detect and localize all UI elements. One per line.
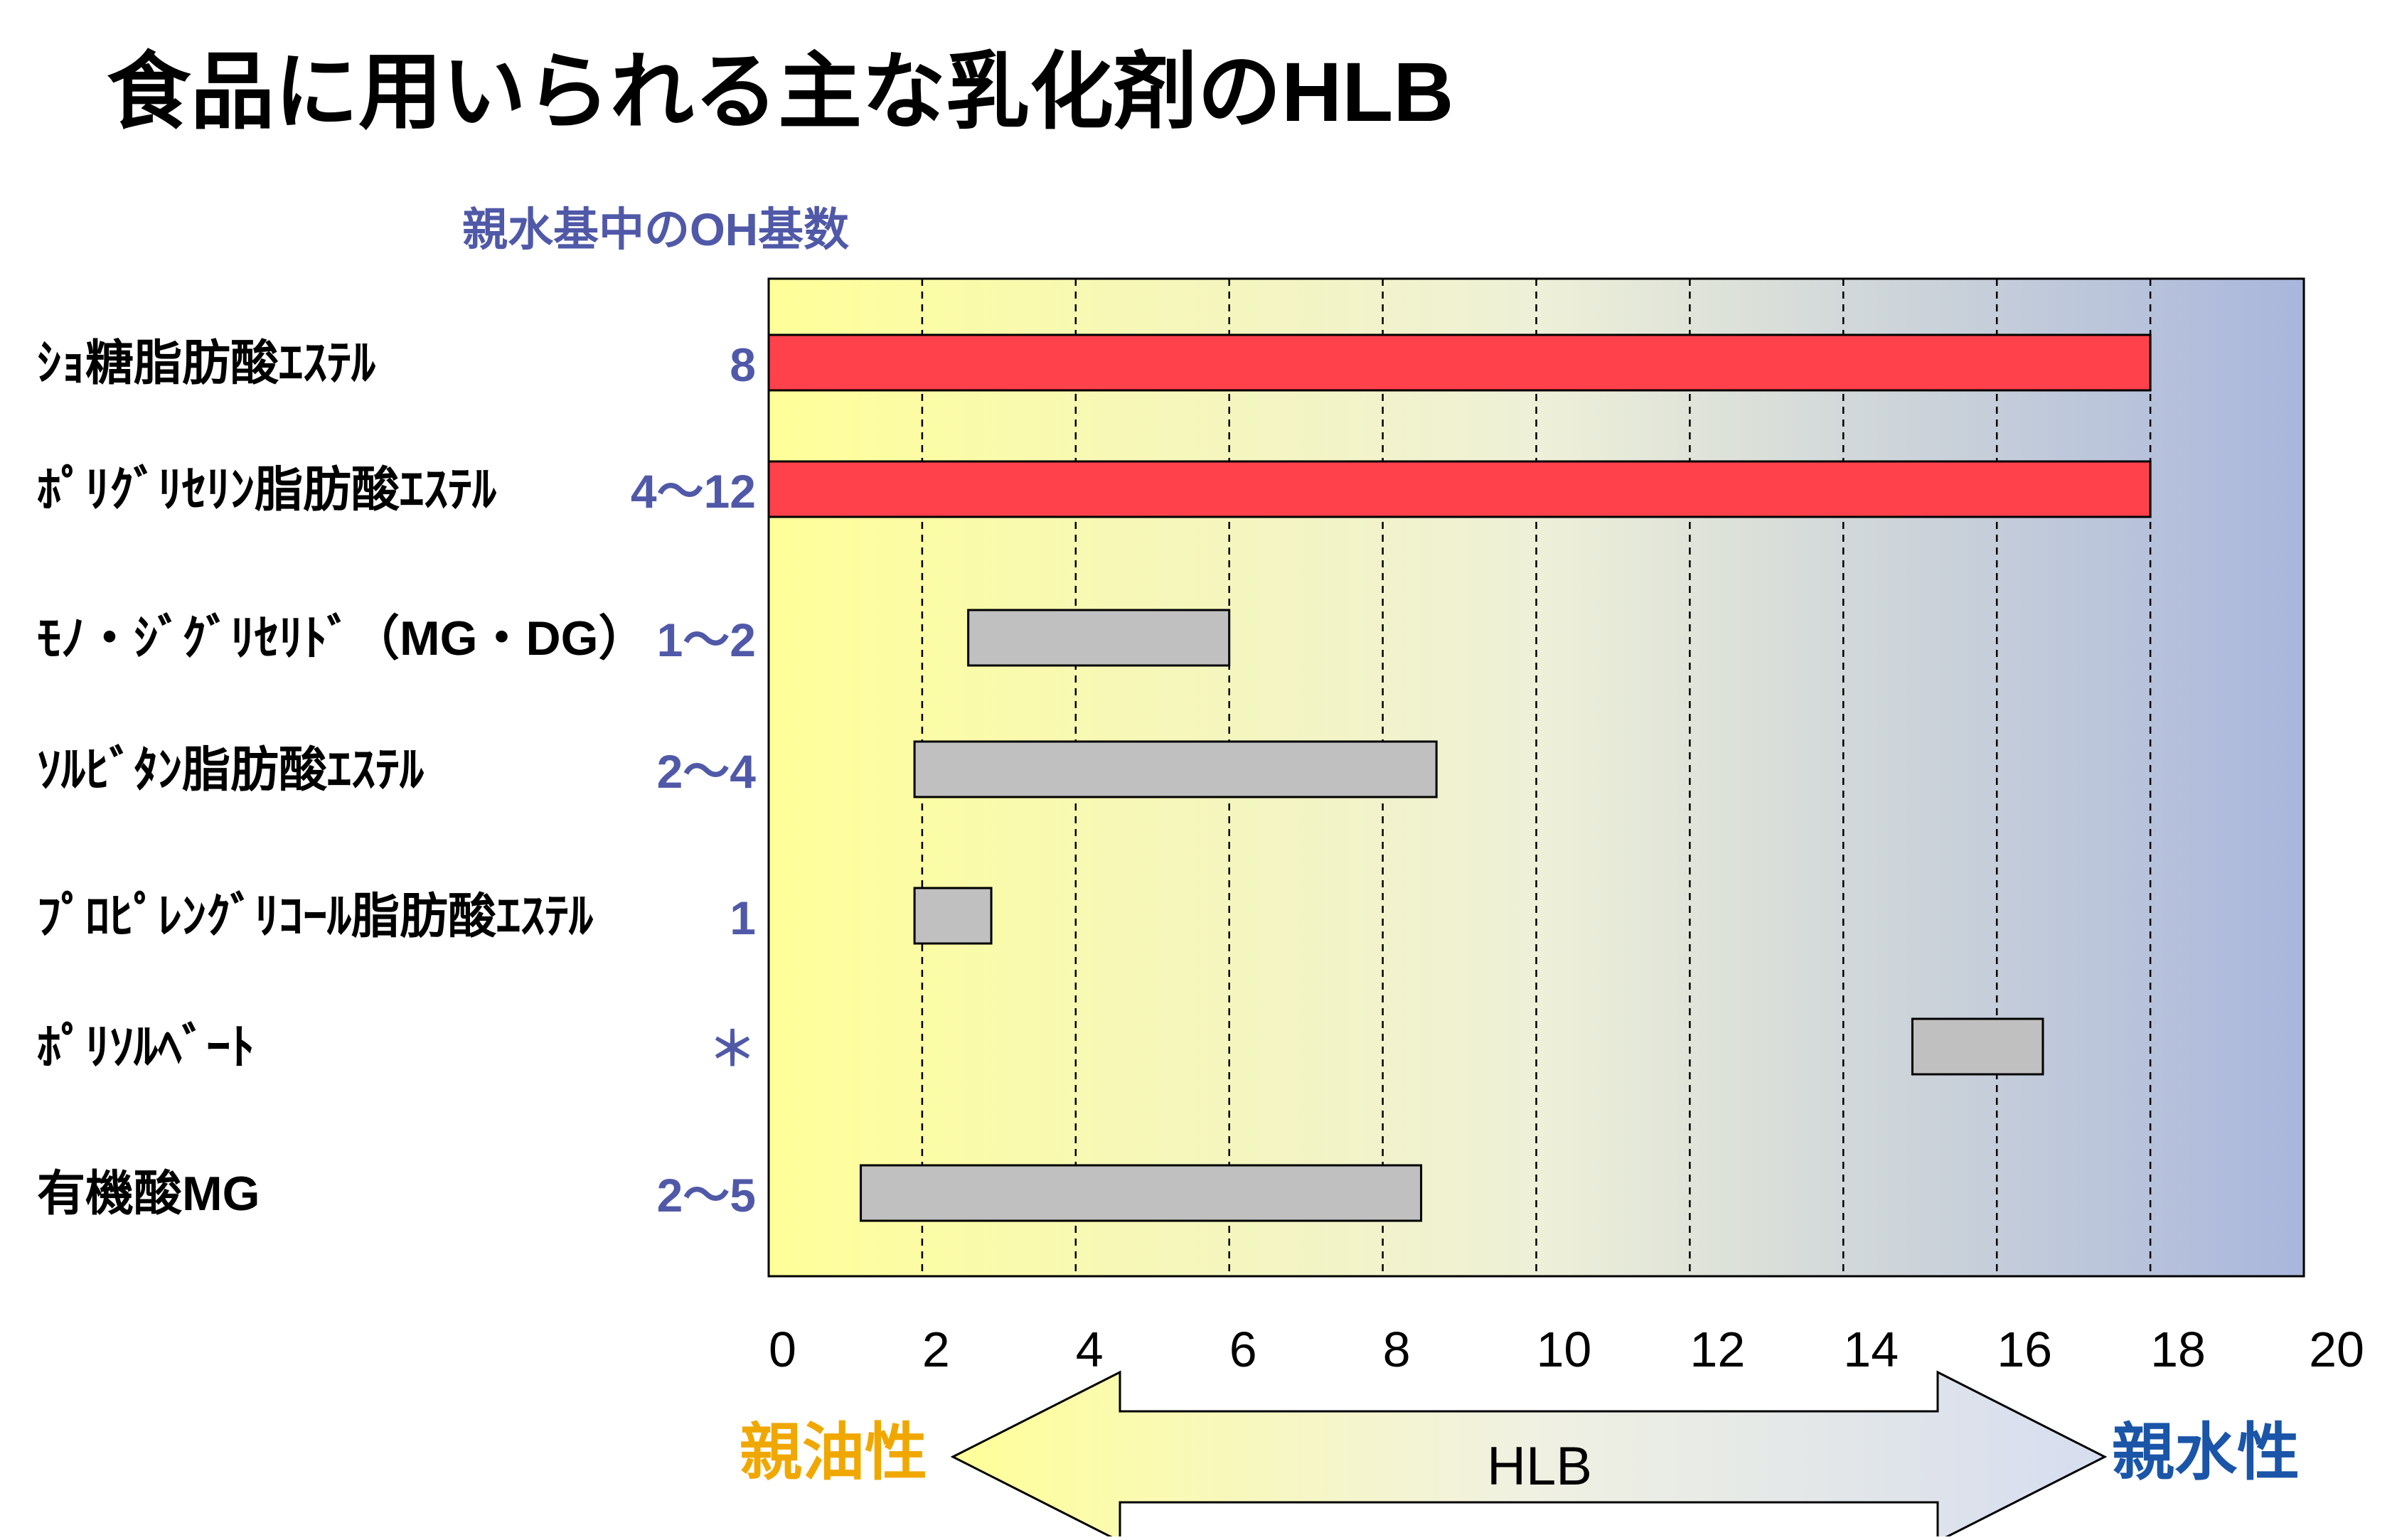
x-axis-label: HLB (1487, 1436, 1592, 1497)
x-tick-18: 18 (2150, 1322, 2206, 1377)
category-label-6: 有機酸MG (37, 1167, 260, 1221)
x-tick-6: 6 (1229, 1322, 1257, 1377)
bar-5 (1911, 1017, 2044, 1076)
bar-4 (913, 887, 993, 945)
x-tick-0: 0 (769, 1322, 796, 1377)
category-label-2: ﾓﾉ・ｼﾞｸﾞﾘｾﾘﾄﾞ（MG・DG） (37, 611, 647, 665)
bar-3 (913, 740, 1438, 798)
oh-count-4: 1 (730, 892, 756, 944)
category-label-3: ｿﾙﾋﾞﾀﾝ脂肪酸ｴｽﾃﾙ (37, 743, 425, 797)
x-tick-labels: 0 2 4 6 8 10 12 14 16 18 20 (769, 1322, 2364, 1377)
oh-count-5: ＊ (709, 1022, 756, 1075)
x-tick-4: 4 (1076, 1322, 1104, 1377)
x-tick-12: 12 (1690, 1322, 1745, 1377)
hydrophilic-label: 親水性 (2112, 1417, 2300, 1487)
x-tick-16: 16 (1997, 1322, 2052, 1377)
oh-count-header: 親水基中のOH基数 (462, 204, 849, 255)
bar-1 (767, 460, 2152, 518)
hlb-double-arrow (950, 1370, 2108, 1540)
x-tick-8: 8 (1383, 1322, 1411, 1377)
x-tick-2: 2 (922, 1322, 950, 1377)
category-labels: ｼｮ糖脂肪酸ｴｽﾃﾙ ﾎﾟﾘｸﾞﾘｾﾘﾝ脂肪酸ｴｽﾃﾙ ﾓﾉ・ｼﾞｸﾞﾘｾﾘﾄﾞ（M… (37, 336, 647, 1221)
category-label-4: ﾌﾟﾛﾋﾟﾚﾝｸﾞﾘｺｰﾙ脂肪酸ｴｽﾃﾙ (37, 889, 594, 943)
lipophilic-label: 親油性 (740, 1417, 927, 1487)
oh-count-1: 4〜12 (631, 465, 756, 518)
oh-count-0: 8 (730, 338, 756, 391)
chart-title: 食品に用いられる主な乳化剤のHLB (107, 46, 1454, 139)
oh-count-6: 2〜5 (657, 1169, 756, 1221)
bars-layer (767, 333, 2152, 1222)
oh-count-3: 2〜4 (657, 745, 757, 798)
x-tick-14: 14 (1843, 1322, 1899, 1377)
oh-count-labels: 8 4〜12 1〜2 2〜4 1 ＊ 2〜5 (631, 338, 756, 1221)
category-label-5: ﾎﾟﾘｿﾙﾍﾞｰﾄ (37, 1020, 255, 1074)
x-tick-20: 20 (2309, 1322, 2364, 1377)
bar-0 (767, 333, 2152, 392)
category-label-0: ｼｮ糖脂肪酸ｴｽﾃﾙ (37, 336, 376, 390)
category-label-1: ﾎﾟﾘｸﾞﾘｾﾘﾝ脂肪酸ｴｽﾃﾙ (37, 463, 497, 517)
x-tick-10: 10 (1537, 1322, 1592, 1377)
bar-6 (860, 1164, 1423, 1222)
bar-2 (967, 609, 1231, 667)
oh-count-2: 1〜2 (657, 614, 756, 666)
